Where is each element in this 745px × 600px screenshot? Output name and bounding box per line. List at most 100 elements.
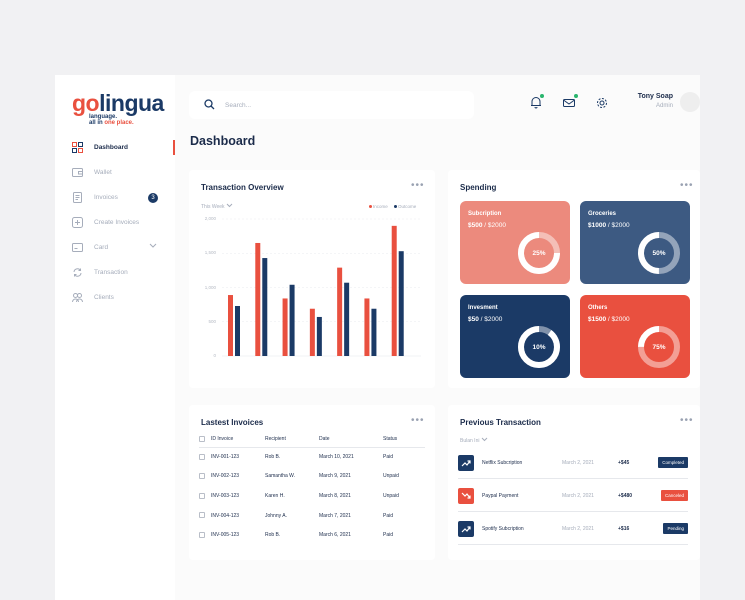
y-tick-label: 500 <box>208 318 216 324</box>
row-checkbox[interactable] <box>199 512 205 519</box>
row-checkbox[interactable] <box>199 532 205 538</box>
sidebar-item-create-invoices[interactable]: Create Invoices <box>55 210 175 235</box>
select-all-checkbox[interactable] <box>199 436 205 443</box>
more-options-icon[interactable]: ••• <box>680 415 694 426</box>
bar-chart <box>222 218 421 357</box>
spending-donut <box>638 232 680 274</box>
month-filter[interactable]: Bulan Ini <box>460 437 488 444</box>
row-checkbox[interactable] <box>199 473 205 480</box>
sidebar-item-invoices[interactable]: Invoices 3 <box>55 185 175 210</box>
search-bar[interactable]: Search... <box>189 91 474 119</box>
col-status[interactable]: Status <box>383 432 425 448</box>
invoice-id: INV-005-123 <box>211 532 240 539</box>
list-item[interactable]: Netflix Subcription March 2, 2021 +$45 Comp… <box>458 446 688 479</box>
invoice-id: INV-003-123 <box>211 492 240 499</box>
table-row[interactable]: INV-001-123 Rob B. March 10, 2021 Paid <box>199 447 425 467</box>
table-row[interactable]: INV-002-123 Samantha W. March 9, 2021 Unpai… <box>199 467 425 487</box>
avatar[interactable] <box>680 92 700 112</box>
page-title: Dashboard <box>190 134 256 148</box>
logo-tagline-1: language. <box>89 114 118 120</box>
invoices-count-badge: 3 <box>148 192 158 203</box>
bar-income[interactable] <box>309 308 315 356</box>
sidebar-item-clients[interactable]: Clients <box>55 285 175 310</box>
transaction-name: Paypal Payment <box>482 493 519 499</box>
bar-income[interactable] <box>391 225 397 356</box>
month-filter-label: Bulan Ini <box>460 438 480 444</box>
bar-income[interactable] <box>255 242 261 356</box>
table-row[interactable]: INV-005-123 Rob B. March 6, 2021 Paid <box>199 525 425 545</box>
spending-percent: 10% <box>532 343 546 351</box>
col-recipient[interactable]: Recipient <box>265 432 319 448</box>
logo-tagline-2b: one place. <box>104 120 134 126</box>
bar-income[interactable] <box>228 295 233 356</box>
bell-icon[interactable] <box>530 94 544 110</box>
mail-icon[interactable] <box>563 94 578 110</box>
more-options-icon[interactable]: ••• <box>680 180 694 191</box>
invoice-date: March 10, 2021 <box>319 454 354 461</box>
chart-legend: Income Outcome <box>369 204 421 209</box>
transaction-date: March 2, 2021 <box>562 460 594 466</box>
sidebar-item-label: Clients <box>94 294 114 301</box>
invoice-status: Unpaid <box>383 473 399 480</box>
logo[interactable]: golingua language. all in one place. <box>72 90 172 127</box>
list-item[interactable]: Paypal Payment March 2, 2021 +$480 Canceled <box>458 479 688 512</box>
card-icon <box>72 242 83 253</box>
legend-outcome: Outcome <box>394 204 416 209</box>
spending-category-card[interactable]: Invesment $50 / $2000 10% <box>460 295 570 378</box>
spending-percent: 25% <box>532 249 546 257</box>
main-content: Search... Tony Soap Admin Dashboard Tran… <box>175 75 700 600</box>
col-id[interactable]: ID Invoice <box>211 432 265 448</box>
logo-lingua: lingua <box>99 90 164 116</box>
gear-icon[interactable] <box>596 96 610 110</box>
bar-outcome[interactable] <box>235 305 240 356</box>
col-date[interactable]: Date <box>319 432 383 448</box>
spending-category-card[interactable]: Groceries $1000 / $2000 50% <box>580 201 690 284</box>
plus-square-icon <box>72 217 83 228</box>
week-filter[interactable]: This Week <box>201 203 233 210</box>
bar-outcome[interactable] <box>289 284 295 356</box>
sidebar-item-wallet[interactable]: Wallet <box>55 160 175 185</box>
chevron-down-icon[interactable] <box>149 243 157 251</box>
bar-income[interactable] <box>337 267 343 356</box>
bar-outcome[interactable] <box>398 251 404 356</box>
y-tick-label: 2,000 <box>204 216 216 221</box>
bar-outcome[interactable] <box>262 258 268 356</box>
more-options-icon[interactable]: ••• <box>411 415 425 426</box>
row-checkbox[interactable] <box>199 453 205 460</box>
donut-arc <box>638 326 680 368</box>
sidebar-item-label: Dashboard <box>94 144 128 151</box>
more-options-icon[interactable]: ••• <box>411 180 425 191</box>
legend-income: Income <box>369 204 388 209</box>
spending-category-card[interactable]: Subcription $500 / $2000 25% <box>460 201 570 284</box>
list-item[interactable]: Spotify Subcription March 2, 2021 +$16 Pend… <box>458 512 688 545</box>
user-name[interactable]: Tony Soap <box>637 93 673 100</box>
spending-category-card[interactable]: Others $1500 / $2000 75% <box>580 295 690 378</box>
bar-income[interactable] <box>364 298 370 356</box>
invoice-date: March 8, 2021 <box>319 492 351 499</box>
sidebar-item-transaction[interactable]: Transaction <box>55 260 175 285</box>
bar-income[interactable] <box>282 298 288 356</box>
table-header: ID Invoice Recipient Date Status <box>199 432 425 448</box>
bar-outcome[interactable] <box>344 282 350 356</box>
invoice-icon <box>72 192 83 203</box>
transaction-amount: +$480 <box>618 493 633 499</box>
chevron-down-icon <box>481 437 488 444</box>
invoice-status: Paid <box>383 512 394 519</box>
bar-outcome[interactable] <box>316 316 322 356</box>
trend-up-icon <box>458 521 474 537</box>
app-window: golingua language. all in one place. Das… <box>55 75 700 600</box>
notification-dot <box>540 94 544 98</box>
sidebar-item-dashboard[interactable]: Dashboard <box>55 135 175 160</box>
row-checkbox[interactable] <box>199 492 205 499</box>
transaction-name: Spotify Subcription <box>482 526 524 532</box>
transaction-overview-card: Transaction Overview ••• This Week Incom… <box>189 170 435 388</box>
bar-outcome[interactable] <box>371 308 377 356</box>
donut-arc <box>638 232 680 274</box>
search-input[interactable]: Search... <box>225 101 252 109</box>
card-title: Spending <box>460 183 497 192</box>
sidebar-item-card[interactable]: Card <box>55 235 175 260</box>
donut-arc <box>518 232 560 274</box>
card-title: Transaction Overview <box>201 183 284 192</box>
table-row[interactable]: INV-004-123 Johnny A. March 7, 2021 Paid <box>199 506 425 526</box>
table-row[interactable]: INV-003-123 Karen H. March 8, 2021 Unpaid <box>199 486 425 506</box>
